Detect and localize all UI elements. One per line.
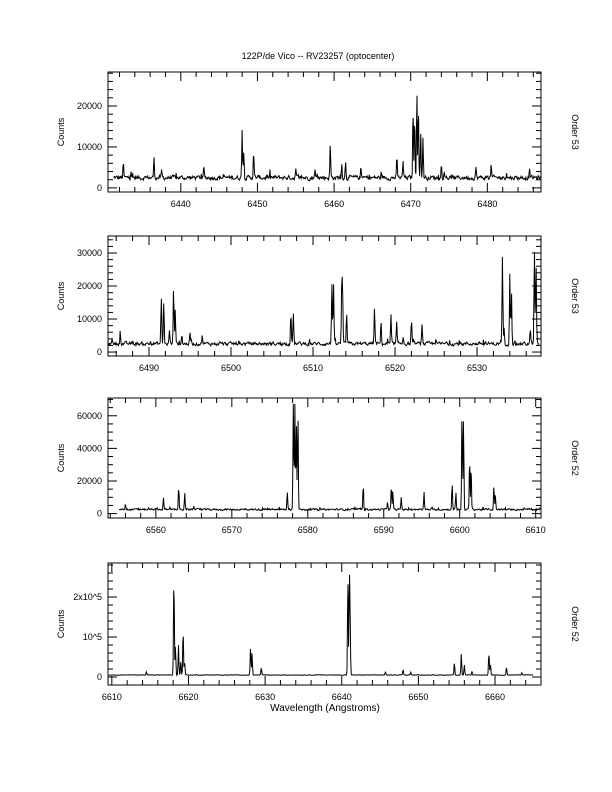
x-tick-label: 6590 [374,525,394,535]
y-tick-label: 60000 [77,411,102,421]
x-tick-label: 6650 [408,692,428,702]
plot-frame [107,562,542,686]
y-axis-label: Counts [56,117,66,146]
x-tick-label: 6580 [298,525,318,535]
x-tick-label: 6460 [324,199,344,209]
y-axis-label: Counts [56,281,66,310]
x-tick-label: 6560 [146,525,166,535]
y-tick-label: 0 [97,347,102,357]
x-tick-label: 6600 [450,525,470,535]
plot-frame [107,235,542,357]
y-tick-label: 0 [97,183,102,193]
plot-frame [107,397,542,519]
x-axis-label: Wavelength (Angstroms) [270,703,380,714]
y-axis-label: Counts [56,609,66,638]
x-tick-label: 6450 [247,199,267,209]
y-tick-label: 30000 [77,248,102,258]
x-tick-label: 6470 [401,199,421,209]
x-tick-label: 6500 [221,363,241,373]
y-tick-label: 20000 [77,281,102,291]
order-label: Order 53 [570,278,580,314]
y-tick-label: 10000 [77,314,102,324]
order-label: Order 52 [570,440,580,476]
panel-1: 6440 6450 6460 6470 6480 0 10000 20000 Counts Ord… [56,71,580,209]
y-axis-label: Counts [56,443,66,472]
chart-title: 122P/de Vico -- RV23257 (optocenter) [242,51,395,61]
x-tick-label: 6510 [303,363,323,373]
x-tick-label: 6630 [255,692,275,702]
x-tick-label: 6520 [385,363,405,373]
x-tick-label: 6610 [526,525,546,535]
plot-frame [107,71,542,193]
spectrum-line [107,251,540,348]
spectrum-line [119,403,541,512]
y-tick-label: 20000 [77,476,102,486]
y-tick-label: 2x10^5 [73,592,102,602]
spectrum-line [108,574,534,677]
order-label: Order 53 [570,114,580,150]
x-tick-label: 6620 [178,692,198,702]
y-tick-label: 20000 [77,101,102,111]
panel-3: 6560 6570 6580 6590 6600 6610 0 20000 40000 60000… [56,397,580,535]
spectrum-line [113,95,541,182]
order-label: Order 52 [570,606,580,642]
y-tick-label: 0 [97,509,102,519]
y-tick-label: 0 [97,672,102,682]
y-tick-label: 10^5 [83,632,102,642]
y-tick-label: 10000 [77,142,102,152]
panel-4: 6610 6620 6630 6640 6650 6660 0 10^5 2x10^5 Count… [56,562,580,702]
x-tick-label: 6490 [139,363,159,373]
x-tick-label: 6570 [222,525,242,535]
y-tick-label: 40000 [77,443,102,453]
x-tick-label: 6530 [467,363,487,373]
x-tick-label: 6640 [332,692,352,702]
x-tick-label: 6440 [171,199,191,209]
x-tick-label: 6480 [477,199,497,209]
x-tick-label: 6610 [102,692,122,702]
x-tick-label: 6660 [485,692,505,702]
panel-2: 6490 6500 6510 6520 6530 0 10000 20000 30000 Coun… [56,235,580,373]
